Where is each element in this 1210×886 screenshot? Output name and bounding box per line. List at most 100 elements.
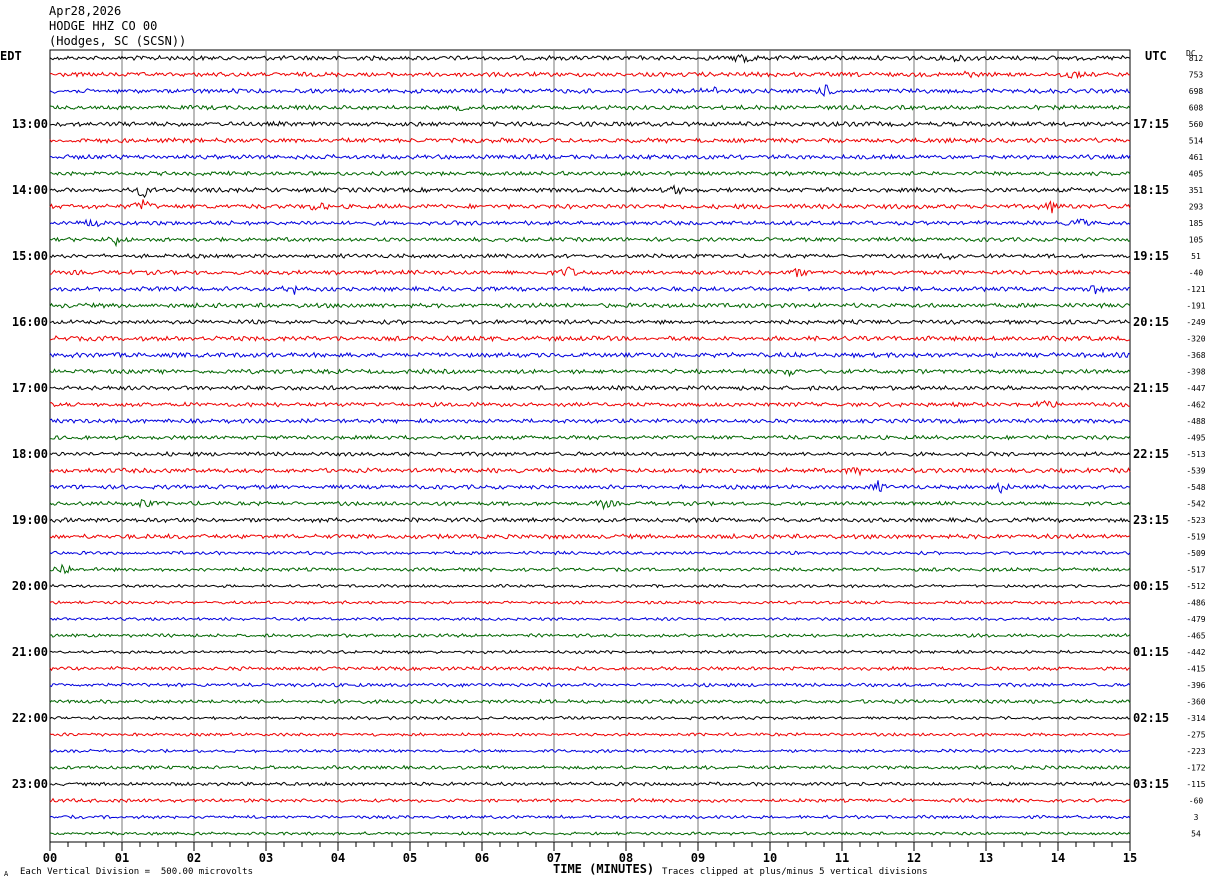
- trace-row: [49, 53, 1131, 64]
- trace-row: [49, 236, 1131, 248]
- dc-offset-value: 812: [1189, 54, 1204, 63]
- left-hour-label: 13:00: [12, 117, 48, 131]
- dc-offset-value: 54: [1191, 830, 1201, 839]
- dc-offset-value: 608: [1189, 104, 1204, 113]
- trace-row: [49, 84, 1131, 97]
- station-name: HODGE HHZ CO 00: [49, 19, 158, 33]
- dc-offset-value: -191: [1186, 302, 1205, 311]
- trace-row: [49, 480, 1131, 495]
- plot-frame: [49, 49, 1131, 843]
- dc-offset-value: -509: [1186, 549, 1205, 558]
- trace-row: [49, 516, 1131, 524]
- left-hour-label: 22:00: [12, 711, 48, 725]
- dc-offset-value: 185: [1189, 219, 1204, 228]
- trace-row: [49, 199, 1131, 214]
- trace-row: [49, 649, 1131, 655]
- right-hour-label: 17:15: [1133, 117, 1169, 131]
- dc-offset-value: -249: [1186, 318, 1205, 327]
- trace-row: [49, 781, 1131, 787]
- x-tick-label: 05: [403, 851, 417, 865]
- right-hour-label: 19:15: [1133, 249, 1169, 263]
- x-tick-label: 02: [187, 851, 201, 865]
- trace-row: [49, 266, 1131, 278]
- dc-offset-value: -275: [1186, 731, 1205, 740]
- dc-offset-value: -479: [1186, 615, 1205, 624]
- left-timezone-label: EDT: [0, 49, 22, 63]
- dc-offset-value: -223: [1186, 747, 1205, 756]
- trace-row: [49, 682, 1131, 688]
- x-tick-label: 11: [835, 851, 849, 865]
- trace-row: [49, 616, 1131, 622]
- left-hour-label: 18:00: [12, 447, 48, 461]
- trace-row: [49, 748, 1131, 754]
- trace-row: [50, 153, 1131, 161]
- trace-row: [49, 104, 1131, 112]
- dc-offset-value: -314: [1186, 714, 1205, 723]
- x-tick-label: 12: [907, 851, 921, 865]
- station-location: (Hodges, SC (SCSN)): [49, 34, 187, 48]
- x-tick-label: 01: [115, 851, 129, 865]
- trace-row: [49, 218, 1131, 228]
- trace-row: [49, 450, 1131, 458]
- trace-row: [49, 715, 1131, 721]
- dc-offset-value: -121: [1186, 285, 1205, 294]
- dc-offset-value: -172: [1186, 764, 1205, 773]
- dc-offset-value: -542: [1186, 500, 1205, 509]
- trace-row: [50, 170, 1131, 177]
- dc-offset-value: -486: [1186, 599, 1205, 608]
- left-hour-label: 20:00: [12, 579, 48, 593]
- trace-row: [49, 600, 1131, 605]
- trace-row: [49, 120, 1131, 128]
- right-hour-label: 23:15: [1133, 513, 1169, 527]
- dc-offset-value: -398: [1186, 368, 1205, 377]
- dc-offset-value: -415: [1186, 665, 1205, 674]
- dc-offset-value: 293: [1189, 203, 1204, 212]
- trace-row: [50, 764, 1131, 771]
- right-hour-label: 18:15: [1133, 183, 1169, 197]
- footer-mark: A: [4, 870, 9, 878]
- trace-row: [49, 732, 1131, 737]
- dc-offset-value: -115: [1186, 780, 1205, 789]
- dc-offset-value: -442: [1186, 648, 1205, 657]
- right-hour-label: 03:15: [1133, 777, 1169, 791]
- trace-row: [49, 252, 1131, 261]
- x-tick-label: 14: [1051, 851, 1065, 865]
- trace-row: [49, 550, 1131, 556]
- dc-offset-value: 698: [1189, 87, 1204, 96]
- trace-row: [49, 434, 1131, 441]
- left-hour-label: 23:00: [12, 777, 48, 791]
- left-hour-label: 16:00: [12, 315, 48, 329]
- dc-offset-value: -60: [1189, 797, 1204, 806]
- trace-row: [49, 583, 1131, 589]
- right-hour-label: 02:15: [1133, 711, 1169, 725]
- dc-offset-value: -447: [1186, 384, 1205, 393]
- dc-offset-value: 51: [1191, 252, 1201, 261]
- left-hour-label: 19:00: [12, 513, 48, 527]
- trace-row: [49, 632, 1131, 639]
- x-tick-label: 08: [619, 851, 633, 865]
- dc-offset-value: -368: [1186, 351, 1205, 360]
- left-hour-label: 14:00: [12, 183, 48, 197]
- dc-offset-value: 105: [1189, 236, 1204, 245]
- dc-offset-header: DC: [1186, 49, 1196, 58]
- trace-row: [49, 499, 1131, 511]
- x-tick-label: 03: [259, 851, 273, 865]
- trace-row: [49, 284, 1131, 295]
- dc-offset-value: -488: [1186, 417, 1205, 426]
- dc-offset-value: 560: [1189, 120, 1204, 129]
- x-axis-title: TIME (MINUTES): [553, 862, 655, 876]
- plot-date: Apr28,2026: [49, 4, 122, 18]
- dc-offset-value: -495: [1186, 434, 1205, 443]
- dc-offset-value: 3: [1194, 813, 1199, 822]
- trace-row: [49, 301, 1131, 309]
- left-hour-label: 21:00: [12, 645, 48, 659]
- dc-offset-value: -465: [1186, 632, 1205, 641]
- trace-row: [49, 368, 1131, 378]
- dc-offset-value: -512: [1186, 582, 1205, 591]
- vertical-scale-note: Each Vertical Division = 500.00 microvol…: [20, 867, 253, 877]
- left-hour-label: 15:00: [12, 249, 48, 263]
- x-tick-label: 09: [691, 851, 705, 865]
- right-hour-label: 22:15: [1133, 447, 1169, 461]
- dc-offset-value: 753: [1189, 71, 1204, 80]
